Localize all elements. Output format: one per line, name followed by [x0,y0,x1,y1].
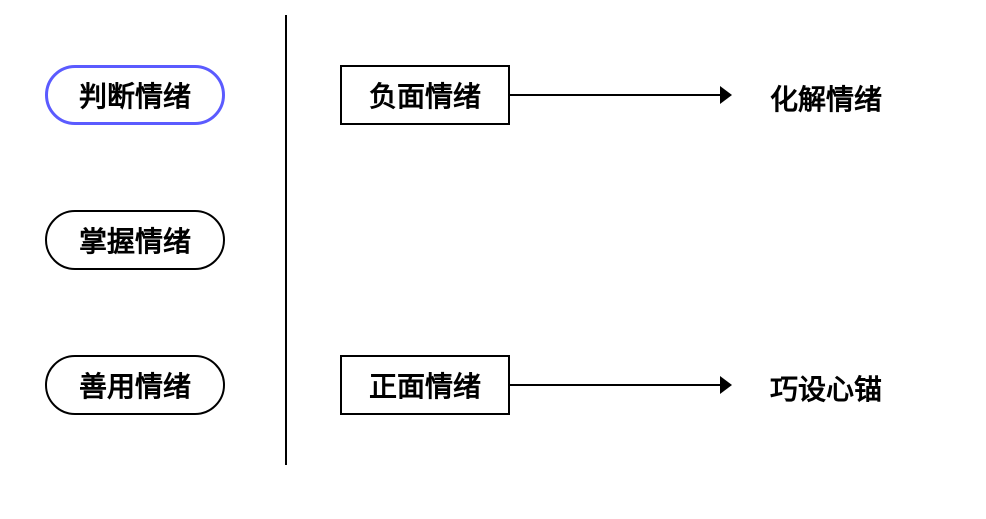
arrow-line-arrow-neg [510,94,720,96]
right-box-label-positive: 正面情绪 [369,365,481,405]
outcome-anchor: 巧设心锚 [770,368,882,408]
left-node-use: 善用情绪 [45,355,225,415]
left-node-label-use: 善用情绪 [79,365,191,405]
left-node-judge: 判断情绪 [45,65,225,125]
left-node-label-grasp: 掌握情绪 [79,220,191,260]
outcome-resolve: 化解情绪 [770,78,882,118]
right-box-positive: 正面情绪 [340,355,510,415]
arrow-head-arrow-pos [720,376,732,394]
vertical-divider [285,15,287,465]
left-node-label-judge: 判断情绪 [79,75,191,115]
arrow-line-arrow-pos [510,384,720,386]
left-node-grasp: 掌握情绪 [45,210,225,270]
arrow-head-arrow-neg [720,86,732,104]
right-box-negative: 负面情绪 [340,65,510,125]
right-box-label-negative: 负面情绪 [369,75,481,115]
